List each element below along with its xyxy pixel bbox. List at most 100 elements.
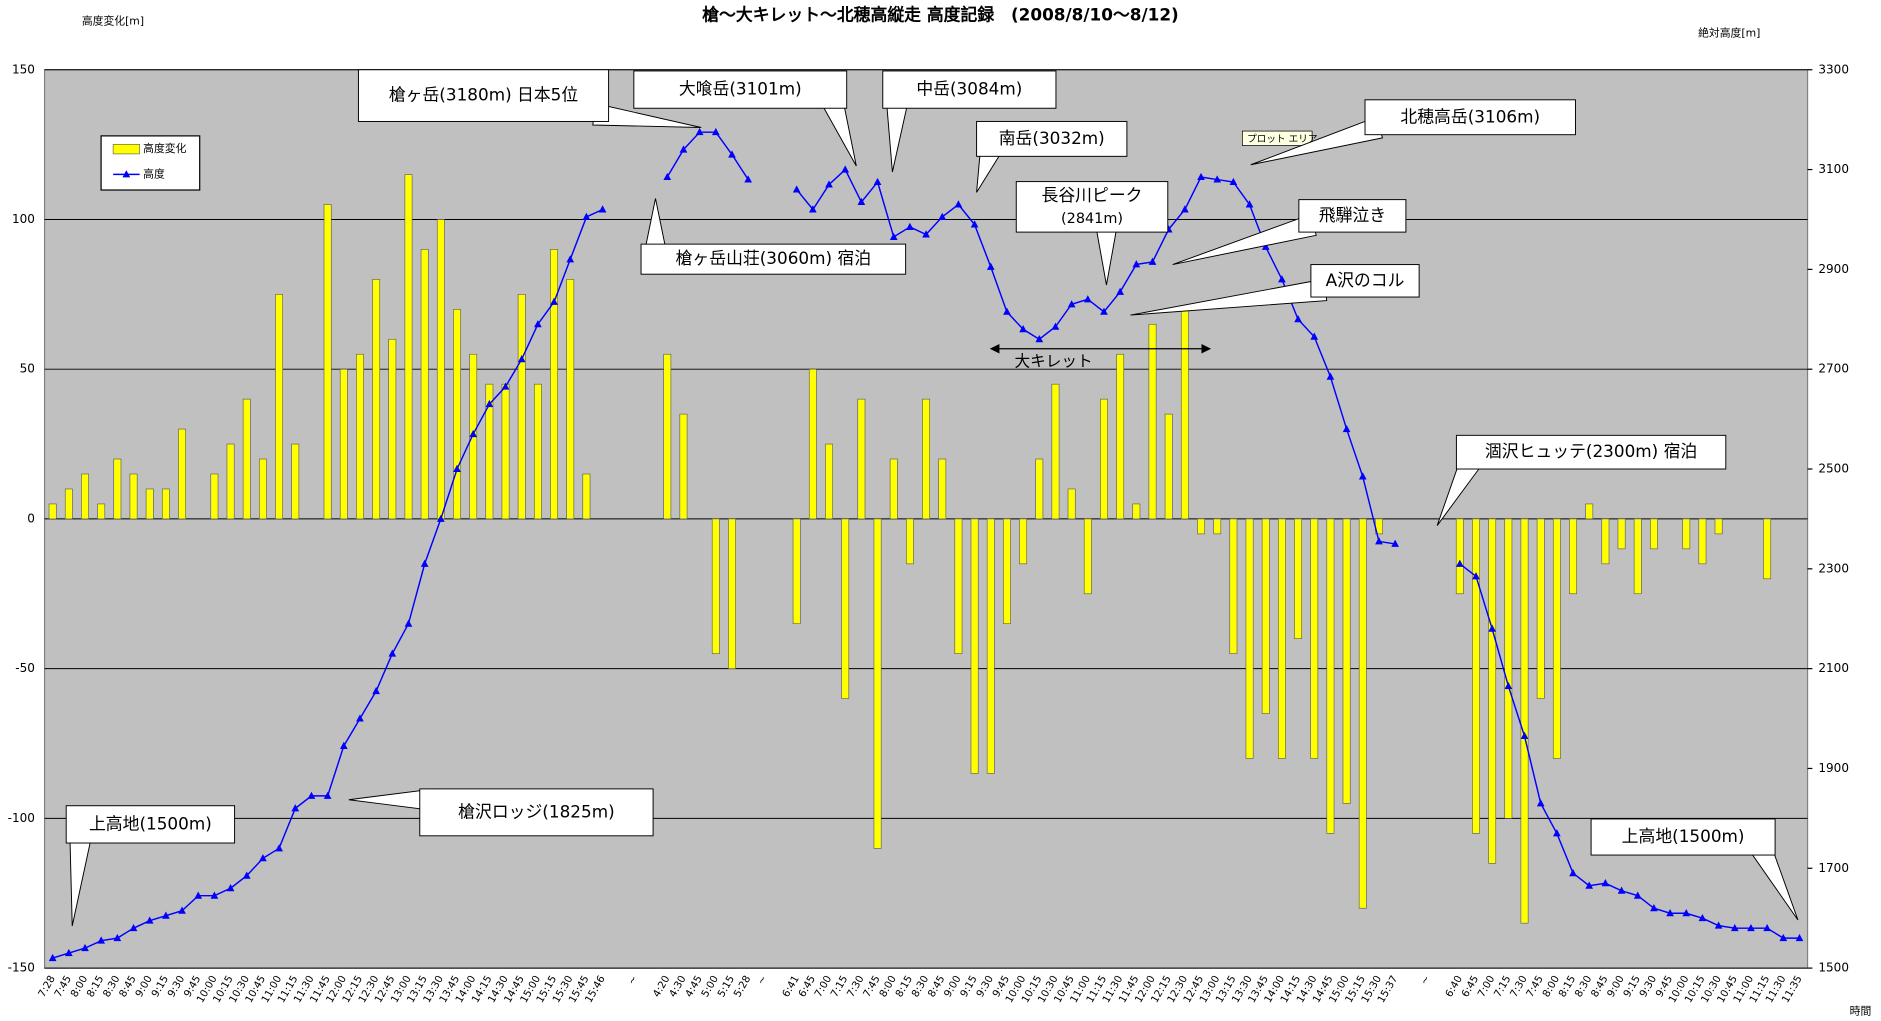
y2-tick-label: 2500 [1818, 462, 1849, 476]
line-marker [1375, 537, 1383, 545]
line-marker [1488, 624, 1497, 632]
bar [1682, 518, 1691, 550]
line-marker [420, 559, 429, 567]
line-marker [178, 906, 186, 914]
y2-tick-label: 3100 [1818, 162, 1849, 176]
bar [1083, 518, 1092, 595]
line-marker [679, 145, 688, 153]
line-marker [1132, 260, 1141, 268]
bar [1100, 398, 1108, 520]
bar [1488, 518, 1497, 864]
callout-text: 上高地(1500m) [1622, 826, 1745, 846]
bar [1650, 518, 1658, 550]
line-marker [1326, 372, 1335, 380]
bar [275, 294, 284, 520]
callout-box [1455, 434, 1727, 470]
line-marker [566, 255, 575, 263]
y-tick-label: -100 [8, 811, 35, 825]
bar [679, 413, 688, 520]
bar [453, 309, 461, 520]
line-marker [1504, 681, 1513, 690]
callout-text: 涸沢ヒュッテ(2300m) 宿泊 [1485, 441, 1697, 461]
bar [1569, 518, 1577, 595]
bar [1019, 518, 1028, 565]
bar [64, 488, 73, 520]
callout-text: 槍ヶ岳山荘(3060m) 宿泊 [676, 248, 872, 268]
line-marker [1342, 424, 1351, 433]
bar [178, 428, 186, 520]
y2-tick-label: 1500 [1818, 961, 1849, 975]
bar [242, 398, 251, 520]
line-marker [64, 948, 73, 957]
callout-box [357, 69, 610, 122]
line-marker [711, 127, 720, 136]
line-marker [291, 804, 300, 812]
line-marker [436, 514, 445, 522]
line-marker [1294, 315, 1302, 323]
bar [1763, 518, 1772, 580]
bar [566, 279, 575, 520]
line-marker [1569, 869, 1577, 877]
line-marker [857, 197, 866, 206]
line-marker [1455, 559, 1464, 567]
callout-text: 北穂高岳(3106m) [1400, 106, 1540, 126]
bar [808, 368, 817, 520]
callout-text: 上高地(1500m) [89, 813, 212, 833]
bar [1536, 518, 1545, 699]
bar [339, 368, 348, 520]
line-marker [339, 741, 348, 750]
line-marker [1730, 923, 1739, 932]
bar [1277, 518, 1286, 759]
bar [1714, 518, 1723, 535]
line-marker [1650, 903, 1658, 912]
line-marker [1682, 908, 1691, 917]
bar [986, 518, 995, 774]
line-marker [1536, 799, 1545, 807]
line-marker [307, 791, 316, 799]
bar [517, 294, 526, 520]
line-marker [873, 177, 882, 186]
callout-text: 飛騨泣き [1319, 205, 1386, 225]
bar [938, 458, 947, 520]
line-marker [1067, 300, 1076, 308]
bar [857, 398, 866, 520]
bar [582, 473, 591, 520]
callout-text: 大喰岳(3101m) [679, 79, 802, 99]
bar [1229, 518, 1238, 654]
x-axis-label: 時間 [1850, 1004, 1872, 1017]
bar [1148, 323, 1157, 520]
bar [1342, 518, 1351, 804]
callout-box [419, 788, 654, 837]
y-tick-label: -50 [15, 661, 35, 675]
bar [485, 383, 494, 520]
callout-box [882, 70, 1057, 109]
span-arrow-head [1201, 343, 1212, 354]
callout-box [1015, 181, 1169, 233]
bar [1520, 518, 1529, 924]
line-marker [194, 891, 203, 899]
line-marker [323, 791, 332, 799]
bar [1633, 518, 1642, 595]
bar [372, 279, 381, 520]
line-marker [1003, 307, 1011, 315]
callout-box [1310, 264, 1420, 298]
line-marker [792, 185, 801, 193]
bar [113, 458, 122, 520]
line-marker [582, 212, 591, 220]
line-marker [922, 230, 930, 238]
bar [436, 219, 445, 520]
bar [1116, 353, 1125, 520]
line-marker [1213, 175, 1222, 183]
y-tick-label: 150 [12, 62, 35, 76]
legend-marker [122, 170, 131, 178]
line-marker [1358, 472, 1367, 480]
y-tick-label: 100 [12, 212, 35, 226]
bar [1472, 518, 1480, 834]
line-marker [1763, 923, 1771, 932]
bar [1585, 503, 1594, 520]
line-marker [372, 686, 380, 695]
callout-text: 槍ヶ岳(3180m) 日本5位 [389, 85, 579, 105]
line-marker [242, 871, 251, 879]
line-marker [453, 464, 461, 473]
